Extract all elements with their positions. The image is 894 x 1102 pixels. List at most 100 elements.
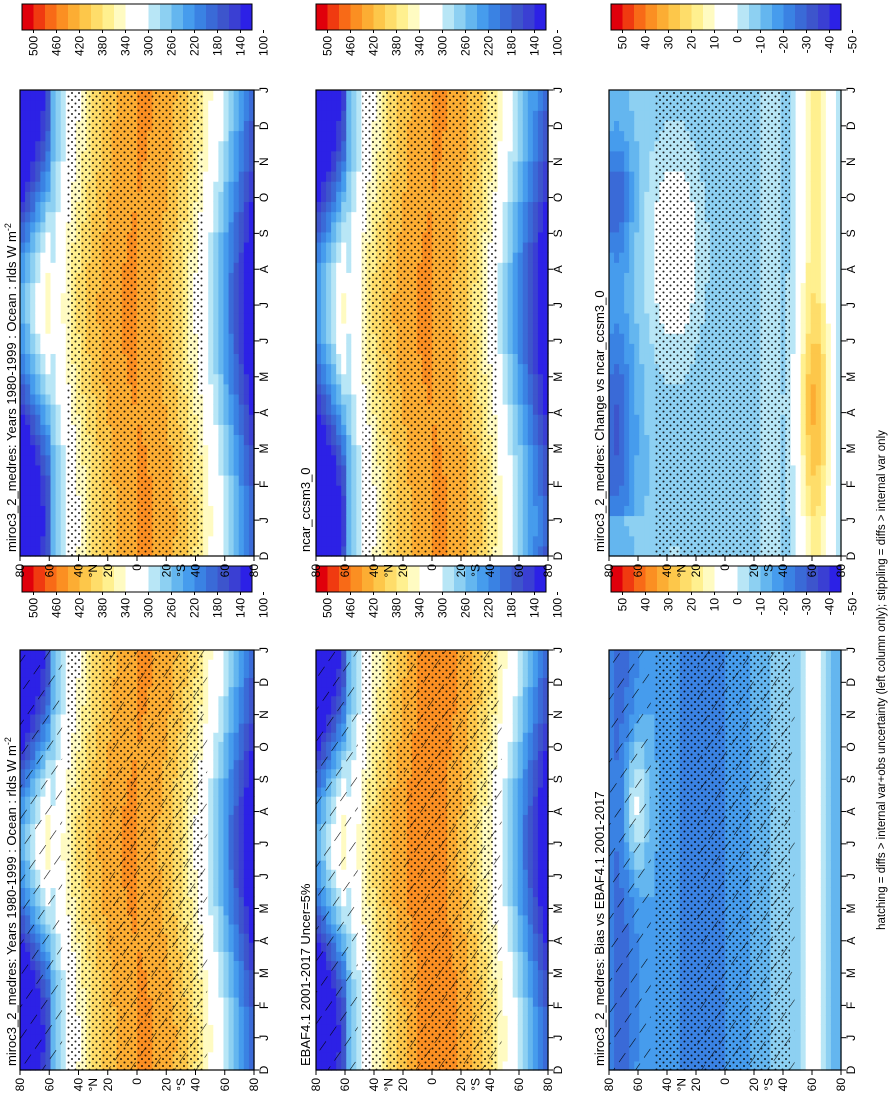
heat-cell	[248, 850, 255, 861]
heat-cell	[517, 978, 524, 989]
heat-cell	[208, 796, 214, 806]
heat-cell	[356, 777, 362, 788]
heat-cell	[248, 1015, 255, 1025]
heat-cell	[208, 786, 214, 797]
heat-cell	[512, 987, 519, 998]
lat-tick-label: 80	[309, 1078, 323, 1092]
heat-cell	[223, 659, 230, 669]
month-tick-label: F	[257, 1002, 271, 1009]
heat-cell	[213, 668, 219, 678]
heat-cell	[649, 942, 655, 952]
heat-cell	[527, 713, 534, 724]
heat-cell	[60, 723, 67, 733]
heat-cell	[223, 777, 230, 788]
heat-cell	[233, 978, 240, 989]
heat-cell	[527, 978, 534, 989]
heat-cell	[522, 759, 529, 770]
heat-cell	[243, 905, 250, 916]
heat-cell	[537, 942, 544, 952]
heat-cell	[502, 668, 509, 678]
heat-cell	[532, 668, 539, 678]
heat-cell	[208, 677, 214, 688]
heat-cell	[517, 741, 524, 752]
heat-cell	[649, 759, 655, 770]
heat-cell	[60, 914, 67, 925]
heat-cell	[356, 668, 362, 678]
panel-2: 80 60 40 20 0 20 40 60 80°N °SDJFMAMJJASONDJEBAF4…	[298, 565, 565, 1092]
heat-cell	[248, 814, 255, 825]
heat-cell	[228, 887, 235, 898]
colorbar-swatch	[396, 566, 409, 592]
heat-cell	[512, 832, 519, 843]
heat-cell	[502, 1006, 509, 1016]
heat-cell	[517, 686, 524, 697]
heat-cell	[532, 960, 539, 971]
heat-cell	[512, 969, 519, 980]
heat-cell	[356, 759, 362, 770]
heat-cell	[517, 704, 524, 715]
heat-cell	[213, 951, 219, 962]
heat-cell	[238, 905, 245, 916]
heat-cell	[512, 668, 519, 678]
heat-cell	[502, 713, 509, 724]
heat-cell	[213, 1006, 219, 1016]
heat-cell	[228, 996, 235, 1007]
month-tick-label: J	[257, 841, 271, 847]
heat-cell	[233, 987, 240, 998]
heat-cell	[213, 942, 219, 952]
heat-cell	[218, 878, 225, 888]
colorbar-swatch	[385, 566, 397, 592]
heat-cell	[532, 1015, 539, 1025]
heat-cell	[537, 786, 544, 797]
heat-cell	[542, 942, 549, 952]
heat-cell	[208, 896, 214, 907]
heat-cell	[649, 713, 655, 724]
heat-cell	[243, 960, 250, 971]
heat-cell	[532, 786, 539, 797]
heat-cell	[507, 668, 514, 678]
heat-cell	[507, 713, 514, 724]
heat-cell	[542, 741, 549, 752]
heat-cell	[522, 713, 529, 724]
heat-cell	[527, 741, 534, 752]
heat-cell	[356, 933, 362, 943]
heat-cell	[213, 713, 219, 724]
heat-cell	[248, 933, 255, 943]
heat-cell	[517, 987, 524, 998]
heat-cell	[223, 850, 230, 861]
heat-cell	[60, 860, 67, 870]
heat-cell	[356, 723, 362, 733]
heat-cell	[213, 750, 219, 761]
heat-cell	[537, 659, 544, 669]
heat-cell	[522, 1033, 529, 1044]
heat-cell	[248, 987, 255, 998]
month-tick-label: O	[257, 742, 271, 751]
heat-cell	[649, 905, 655, 916]
heat-cell	[527, 686, 534, 697]
heat-cell	[228, 750, 235, 761]
heat-cell	[542, 896, 549, 907]
heat-cell	[527, 677, 534, 688]
heat-cell	[248, 768, 255, 779]
colorbar-swatch	[217, 566, 230, 592]
heat-cell	[60, 713, 67, 724]
heat-cell	[228, 686, 235, 697]
heat-cell	[527, 796, 534, 806]
heat-cell	[228, 1042, 235, 1053]
heat-cell	[649, 695, 655, 706]
heat-cell	[60, 1051, 67, 1062]
heat-cell	[527, 723, 534, 733]
heat-cell	[507, 841, 514, 852]
heat-cell	[238, 1024, 245, 1035]
heat-cell	[527, 832, 534, 843]
colorbar-swatch	[477, 566, 489, 592]
heat-cell	[213, 869, 219, 879]
heat-cell	[542, 869, 549, 879]
heat-cell	[527, 923, 534, 934]
month-tick-label: N	[551, 710, 565, 719]
heat-cell	[248, 1060, 255, 1071]
heat-cell	[542, 1033, 549, 1044]
heat-cell	[218, 796, 225, 806]
heat-cell	[542, 969, 549, 980]
heat-cell	[60, 768, 67, 779]
